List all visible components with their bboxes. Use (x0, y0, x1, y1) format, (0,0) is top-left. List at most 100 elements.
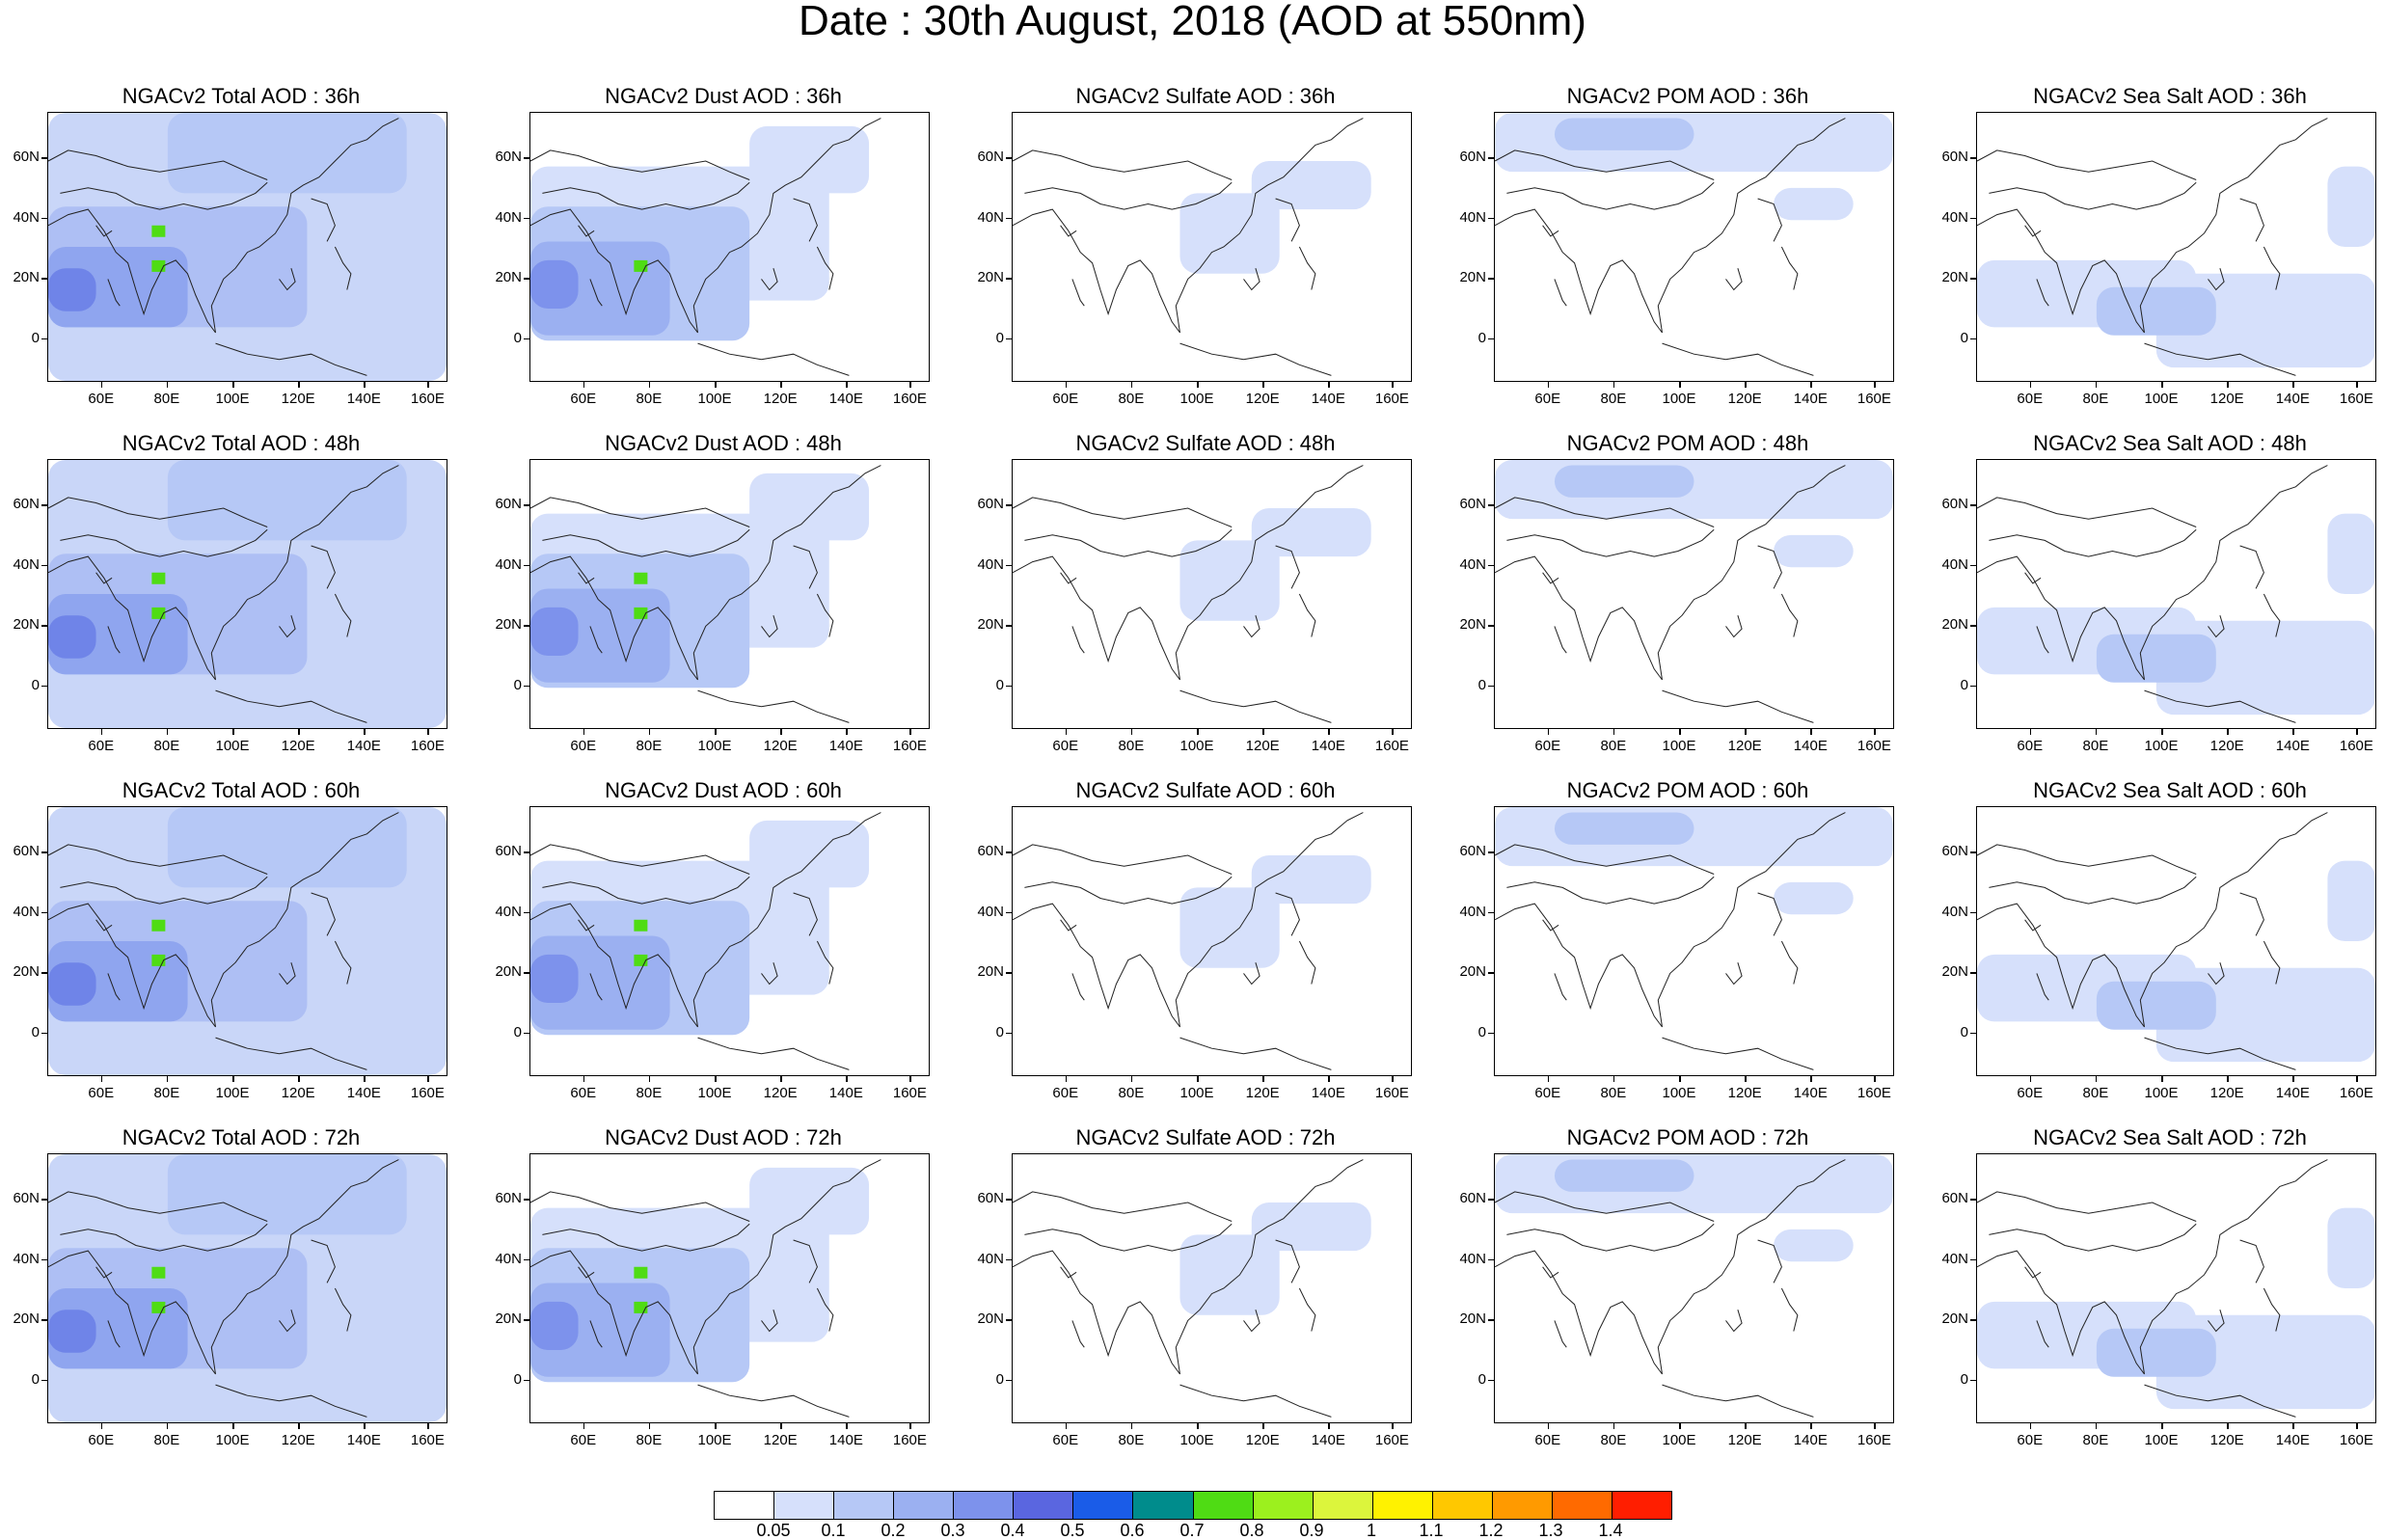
coastline (1506, 181, 1715, 210)
latitude-tick-label: 0 (31, 676, 40, 693)
latitude-tick-label: 0 (1477, 1023, 1486, 1040)
latitude-tick (1488, 1379, 1494, 1382)
coastline (95, 225, 113, 237)
latitude-tick-label: 40N (495, 555, 522, 573)
coastline (1060, 1266, 1077, 1279)
coastline (1275, 1239, 1300, 1283)
latitude-tick-label: 60N (977, 843, 1004, 860)
coastline (1243, 962, 1260, 986)
coastline (1495, 1159, 1846, 1375)
coastline (311, 1239, 336, 1283)
coastline (2024, 572, 2042, 584)
latitude-tick-label: 0 (31, 1023, 40, 1040)
longitude-tick (715, 1076, 717, 1082)
longitude-tick (1065, 1423, 1068, 1429)
coastline (2036, 973, 2049, 1001)
latitude-tick-label: 0 (995, 1023, 1004, 1040)
longitude-tick-label: 120E (763, 738, 798, 754)
colorbar-segment (1193, 1492, 1254, 1519)
longitude-tick (1745, 729, 1747, 735)
coastline (311, 892, 336, 936)
colorbar-label: 0.8 (1239, 1521, 1264, 1540)
aod-map (530, 812, 881, 1070)
latitude-tick (524, 851, 529, 853)
longitude-tick (2161, 1423, 2163, 1429)
latitude-tick (1488, 851, 1494, 853)
latitude-tick (524, 972, 529, 974)
aod-map (530, 465, 881, 723)
coastline (1495, 149, 1715, 180)
latitude-tick (1488, 1032, 1494, 1035)
longitude-tick (2356, 382, 2358, 388)
aod-shading-region (2096, 981, 2216, 1030)
colorbar-segment (1253, 1492, 1314, 1519)
coastline (1989, 876, 2197, 905)
longitude-tick-label: 120E (281, 1085, 315, 1101)
longitude-tick-label: 160E (1857, 391, 1891, 407)
latitude-tick (1970, 504, 1976, 506)
aod-shading-region (1554, 465, 1694, 498)
map-plot-area (529, 806, 930, 1076)
longitude-tick-label: 160E (410, 1432, 445, 1448)
longitude-tick-label: 160E (892, 1432, 927, 1448)
longitude-tick (1197, 1423, 1199, 1429)
coastline (1013, 1191, 1233, 1222)
longitude-tick-label: 60E (1052, 391, 1079, 407)
latitude-tick (41, 1258, 47, 1261)
coastline (48, 844, 268, 875)
map-plot-area (1012, 112, 1412, 382)
coastline (816, 1287, 834, 1332)
colorbar-segment (774, 1492, 835, 1519)
panel-title: NGACv2 POM AOD : 36h (1566, 84, 1809, 108)
coastline (107, 626, 121, 654)
longitude-tick (1547, 382, 1550, 388)
longitude-tick-label: 120E (763, 391, 798, 407)
longitude-tick-label: 80E (636, 738, 663, 754)
longitude-tick-label: 60E (88, 1085, 115, 1101)
latitude-tick (1006, 911, 1012, 914)
coastline (1071, 1320, 1085, 1348)
colorbar-label: 0.3 (940, 1521, 965, 1540)
coastline (1506, 528, 1715, 557)
aod-shading-region (1554, 812, 1694, 845)
latitude-tick (41, 564, 47, 567)
longitude-tick-label: 100E (2144, 738, 2179, 754)
map-plot-area (529, 112, 930, 382)
longitude-tick (2356, 729, 2358, 735)
coastline (589, 1320, 603, 1348)
map-panel-sulfate-aod-row2: NGACv2 Sulfate AOD : 48h 60N 40N 20N 0 60E 80E… (964, 432, 1447, 779)
latitude-tick-label: 0 (1960, 1370, 1968, 1388)
longitude-tick-label: 120E (763, 1085, 798, 1101)
longitude-tick-label: 60E (570, 1085, 597, 1101)
coastline (589, 279, 603, 307)
aod-map (530, 1159, 881, 1418)
latitude-tick-label: 60N (977, 496, 1004, 513)
map-panel-total-aod-row4: NGACv2 Total AOD : 72h 60N 40N 20N 0 60E 80E 10… (0, 1126, 482, 1473)
latitude-tick (524, 1319, 529, 1321)
longitude-tick (648, 1076, 651, 1082)
longitude-tick (1679, 382, 1681, 388)
coastline (2036, 1320, 2049, 1348)
latitude-tick (1970, 625, 1976, 627)
longitude-tick (1874, 729, 1876, 735)
aod-hotspot (151, 1266, 166, 1279)
panel-title: NGACv2 Sea Salt AOD : 48h (2033, 431, 2307, 455)
coastline (48, 812, 399, 1028)
coastline (1024, 1223, 1233, 1252)
latitude-tick-label: 20N (13, 963, 40, 981)
latitude-tick (1970, 851, 1976, 853)
aod-map (1977, 812, 2375, 1070)
longitude-tick-label: 80E (1600, 1432, 1627, 1448)
latitude-tick (1006, 625, 1012, 627)
coastline (697, 1384, 850, 1418)
coastline (1780, 593, 1799, 637)
longitude-tick-label: 100E (215, 391, 250, 407)
longitude-tick-label: 80E (1118, 1432, 1145, 1448)
latitude-tick (1970, 1379, 1976, 1382)
coastline (1071, 279, 1085, 307)
latitude-tick-label: 20N (1941, 616, 1968, 634)
longitude-tick (715, 729, 717, 735)
longitude-tick (1613, 382, 1615, 388)
map-panel-pom-aod-row3: NGACv2 POM AOD : 60h 60N 40N 20N 0 60E 80E 100E… (1447, 779, 1929, 1126)
longitude-tick-label: 160E (2339, 1432, 2373, 1448)
